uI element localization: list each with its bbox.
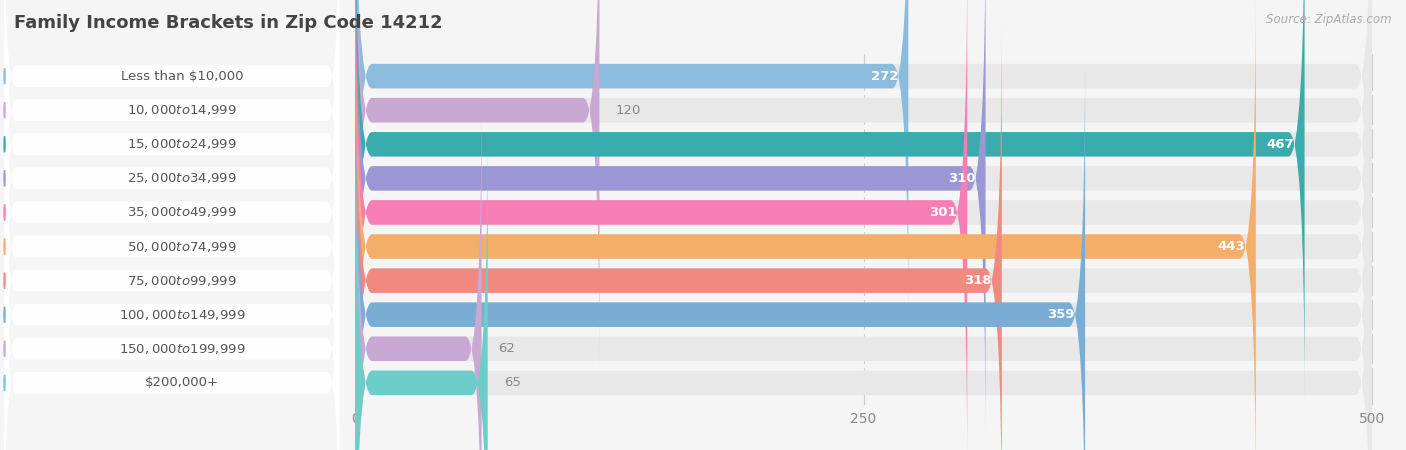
FancyBboxPatch shape xyxy=(4,0,339,304)
Text: 301: 301 xyxy=(929,206,957,219)
Text: $100,000 to $149,999: $100,000 to $149,999 xyxy=(118,308,245,322)
Text: $25,000 to $34,999: $25,000 to $34,999 xyxy=(127,171,236,185)
FancyBboxPatch shape xyxy=(356,88,482,450)
FancyBboxPatch shape xyxy=(356,20,1002,450)
FancyBboxPatch shape xyxy=(4,87,339,450)
Text: 318: 318 xyxy=(965,274,991,287)
FancyBboxPatch shape xyxy=(356,0,599,371)
Text: $35,000 to $49,999: $35,000 to $49,999 xyxy=(127,206,236,220)
FancyBboxPatch shape xyxy=(356,0,967,450)
FancyBboxPatch shape xyxy=(356,88,1372,450)
Text: Less than $10,000: Less than $10,000 xyxy=(121,70,243,83)
Text: 467: 467 xyxy=(1267,138,1295,151)
Text: 310: 310 xyxy=(948,172,976,185)
Text: 272: 272 xyxy=(870,70,898,83)
Text: 65: 65 xyxy=(503,376,520,389)
FancyBboxPatch shape xyxy=(356,0,1372,439)
FancyBboxPatch shape xyxy=(356,54,1085,450)
FancyBboxPatch shape xyxy=(4,189,339,450)
FancyBboxPatch shape xyxy=(356,0,1305,405)
FancyBboxPatch shape xyxy=(356,0,1372,450)
FancyBboxPatch shape xyxy=(356,122,488,450)
Text: Family Income Brackets in Zip Code 14212: Family Income Brackets in Zip Code 14212 xyxy=(14,14,443,32)
Text: 359: 359 xyxy=(1047,308,1076,321)
Text: $75,000 to $99,999: $75,000 to $99,999 xyxy=(127,274,236,288)
Text: $50,000 to $74,999: $50,000 to $74,999 xyxy=(127,239,236,253)
Text: $15,000 to $24,999: $15,000 to $24,999 xyxy=(127,137,236,151)
FancyBboxPatch shape xyxy=(4,53,339,440)
FancyBboxPatch shape xyxy=(4,155,339,450)
FancyBboxPatch shape xyxy=(4,19,339,406)
Text: Source: ZipAtlas.com: Source: ZipAtlas.com xyxy=(1267,14,1392,27)
FancyBboxPatch shape xyxy=(356,20,1372,450)
Text: $200,000+: $200,000+ xyxy=(145,376,219,389)
FancyBboxPatch shape xyxy=(356,0,986,439)
Text: $150,000 to $199,999: $150,000 to $199,999 xyxy=(118,342,245,356)
Text: 120: 120 xyxy=(616,104,641,117)
FancyBboxPatch shape xyxy=(356,0,1372,450)
FancyBboxPatch shape xyxy=(356,54,1372,450)
FancyBboxPatch shape xyxy=(356,122,1372,450)
FancyBboxPatch shape xyxy=(356,0,908,337)
Text: 443: 443 xyxy=(1218,240,1246,253)
FancyBboxPatch shape xyxy=(356,0,1372,405)
FancyBboxPatch shape xyxy=(4,0,339,372)
FancyBboxPatch shape xyxy=(356,0,1372,371)
FancyBboxPatch shape xyxy=(4,121,339,450)
FancyBboxPatch shape xyxy=(4,0,339,270)
FancyBboxPatch shape xyxy=(356,0,1256,450)
Text: $10,000 to $14,999: $10,000 to $14,999 xyxy=(127,103,236,117)
FancyBboxPatch shape xyxy=(356,0,1372,337)
Text: 62: 62 xyxy=(498,342,515,355)
FancyBboxPatch shape xyxy=(4,0,339,338)
